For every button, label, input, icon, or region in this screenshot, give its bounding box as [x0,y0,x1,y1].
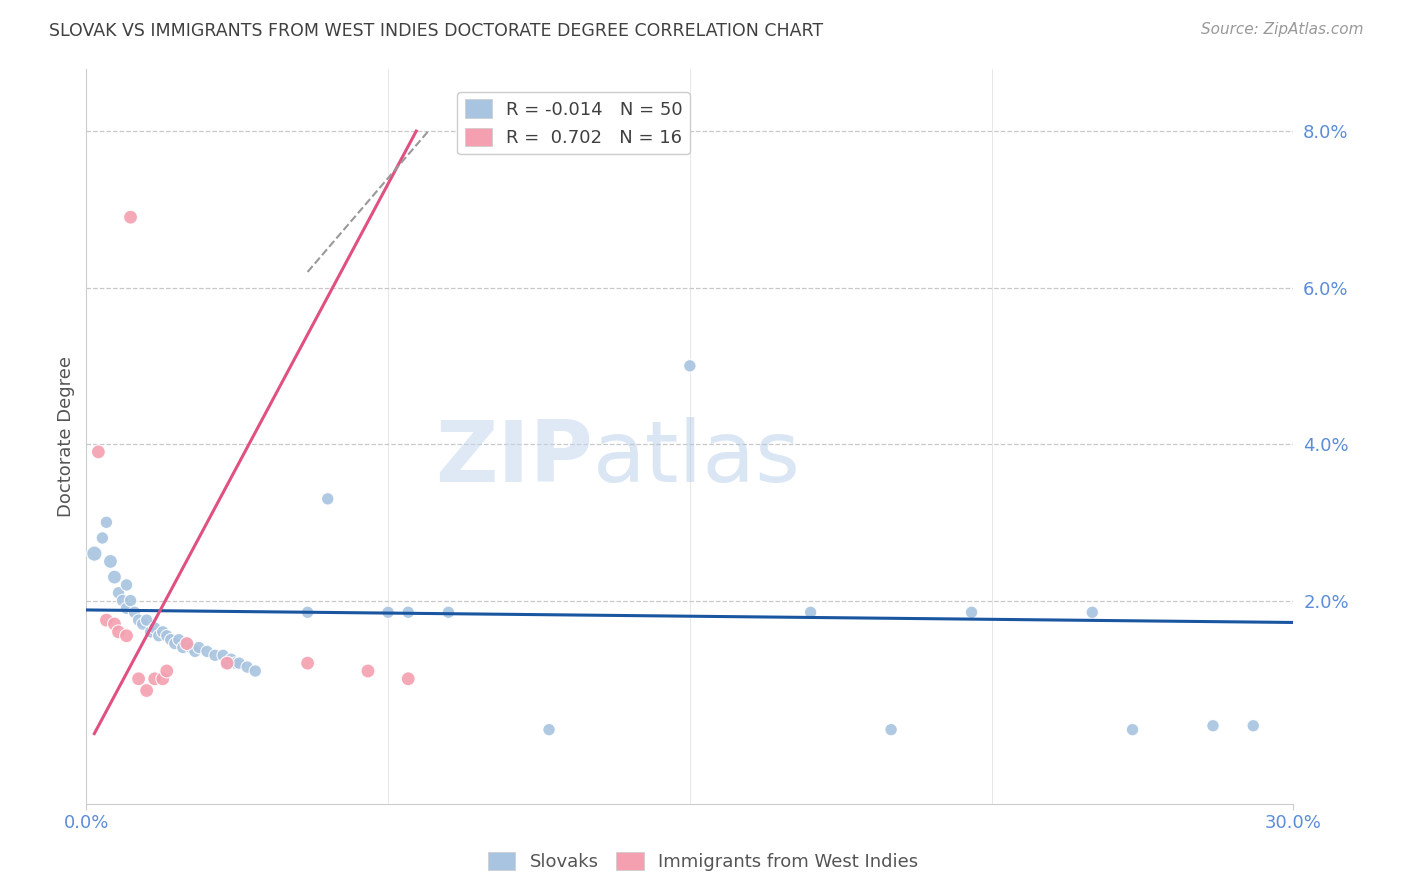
Point [538,723,561,737]
Point [396,672,419,686]
Point [297,605,319,619]
Point [87,445,110,459]
Point [236,660,259,674]
Point [115,578,138,592]
Point [800,605,823,619]
Point [679,359,702,373]
Point [148,629,170,643]
Point [1081,605,1104,619]
Text: Source: ZipAtlas.com: Source: ZipAtlas.com [1201,22,1364,37]
Point [111,593,134,607]
Point [83,547,105,561]
Point [159,632,181,647]
Point [135,683,157,698]
Point [152,672,174,686]
Point [172,640,194,655]
Point [128,613,150,627]
Point [176,637,198,651]
Y-axis label: Doctorate Degree: Doctorate Degree [58,356,75,516]
Point [880,723,903,737]
Point [103,570,125,584]
Point [224,656,246,670]
Point [437,605,460,619]
Point [100,554,122,568]
Point [1121,723,1143,737]
Point [131,617,153,632]
Point [96,613,118,627]
Point [377,605,399,619]
Point [357,664,380,678]
Point [128,672,150,686]
Point [91,531,114,545]
Point [245,664,267,678]
Point [120,593,142,607]
Point [316,491,339,506]
Point [195,644,218,658]
Point [212,648,235,663]
Point [188,640,211,655]
Point [1241,719,1264,733]
Point [1202,719,1225,733]
Point [135,613,157,627]
Point [960,605,983,619]
Point [297,656,319,670]
Text: ZIP: ZIP [436,417,593,500]
Point [96,516,118,530]
Text: SLOVAK VS IMMIGRANTS FROM WEST INDIES DOCTORATE DEGREE CORRELATION CHART: SLOVAK VS IMMIGRANTS FROM WEST INDIES DO… [49,22,824,40]
Point [228,656,250,670]
Point [217,656,239,670]
Point [143,621,166,635]
Point [115,629,138,643]
Point [184,644,207,658]
Point [120,210,142,224]
Point [204,648,226,663]
Point [217,656,239,670]
Point [219,652,242,666]
Point [176,637,198,651]
Point [107,624,129,639]
Point [396,605,419,619]
Legend: R = -0.014   N = 50, R =  0.702   N = 16: R = -0.014 N = 50, R = 0.702 N = 16 [457,92,690,154]
Point [103,617,125,632]
Point [163,637,186,651]
Point [156,629,179,643]
Point [143,672,166,686]
Point [107,585,129,599]
Point [156,664,179,678]
Point [152,624,174,639]
Point [139,624,162,639]
Point [180,640,202,655]
Point [115,601,138,615]
Text: atlas: atlas [593,417,801,500]
Point [124,605,146,619]
Legend: Slovaks, Immigrants from West Indies: Slovaks, Immigrants from West Indies [481,845,925,879]
Point [167,632,190,647]
